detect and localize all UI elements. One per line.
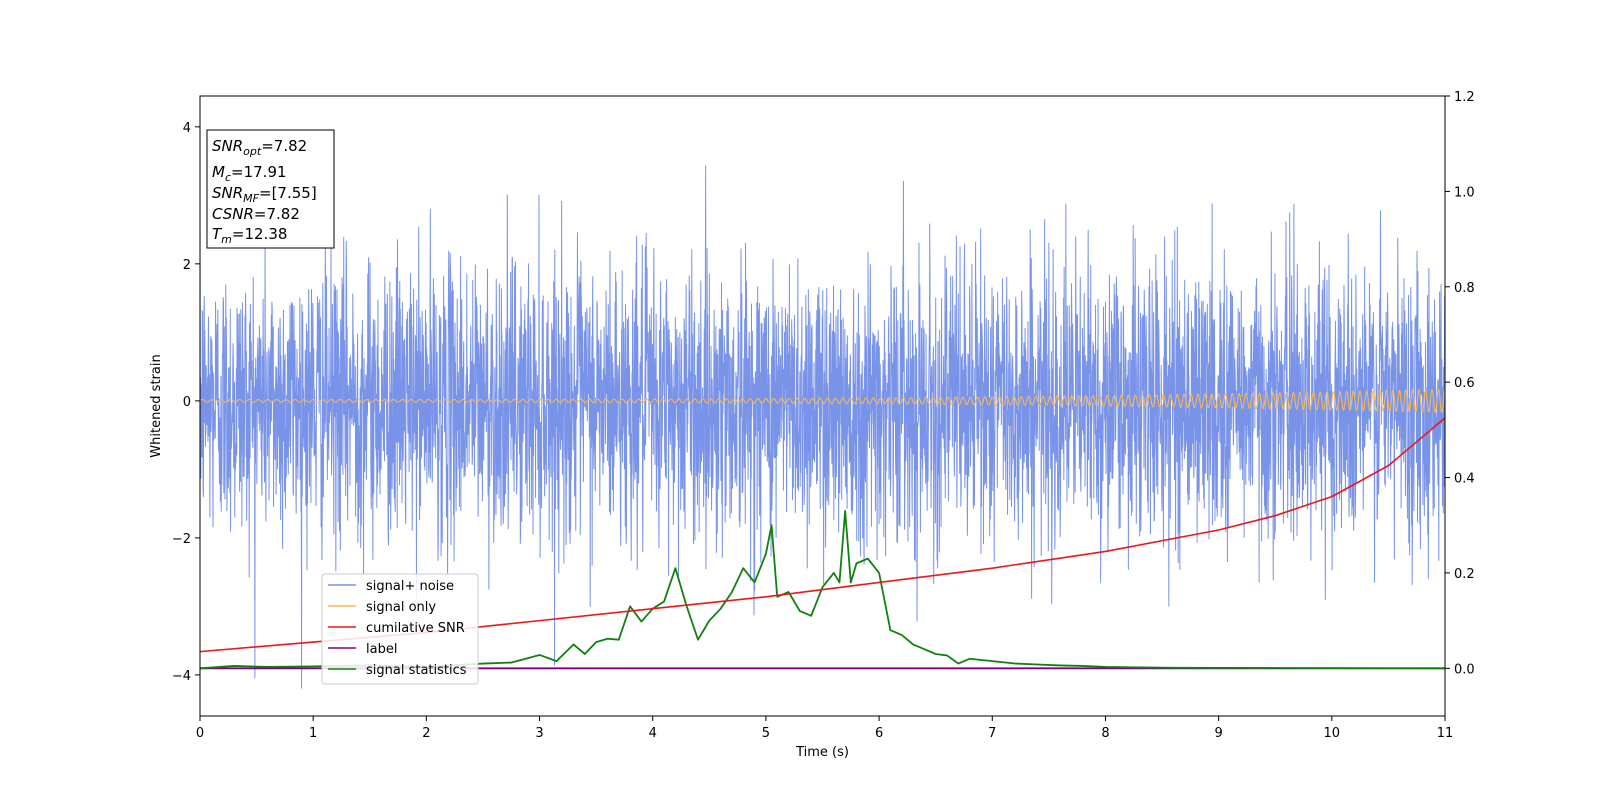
x-tick-label: 2 (422, 726, 430, 741)
y-axis-ticks: −4 −2 0 2 4 (172, 121, 200, 684)
annotation-csnr: CSNR=7.82 (212, 205, 300, 223)
signal-statistics-line (199, 510, 1446, 670)
y-axis-label: Whitened strain (149, 354, 164, 457)
plot-frame (199, 95, 1446, 717)
right-y-tick-label: 0.0 (1454, 662, 1475, 677)
x-tick-label: 8 (1101, 726, 1109, 741)
right-y-tick-label: 1.0 (1454, 185, 1475, 200)
legend-label-signal-noise: signal+ noise (366, 579, 454, 594)
legend-label-label: label (366, 642, 397, 657)
x-tick-label: 5 (762, 726, 770, 741)
x-axis-label: Time (s) (795, 745, 849, 760)
x-tick-label: 9 (1214, 726, 1222, 741)
legend-label-signal-only: signal only (366, 600, 436, 615)
legend-label-cumulative-snr: cumilative SNR (366, 621, 465, 636)
right-y-tick-label: 0.4 (1454, 472, 1475, 487)
y-tick-label: 2 (183, 258, 191, 273)
x-tick-label: 0 (196, 726, 204, 741)
annotation-snr-opt: SNRopt=7.82 (212, 137, 307, 158)
y-tick-label: −2 (172, 532, 191, 547)
annotation-mc: Mc=17.91 (212, 163, 287, 184)
x-tick-label: 6 (875, 726, 883, 741)
y-tick-label: 0 (183, 395, 191, 410)
x-tick-label: 7 (988, 726, 996, 741)
x-tick-label: 3 (535, 726, 543, 741)
signal-only-line (199, 388, 1446, 414)
right-y-tick-label: 1.2 (1454, 90, 1475, 105)
right-y-tick-label: 0.2 (1454, 567, 1475, 582)
x-axis-ticks: 0 1 2 3 4 5 6 7 8 9 10 11 (196, 716, 1453, 741)
annotation-tm: Tm=12.38 (212, 225, 287, 246)
annotation-box: SNRopt=7.82 Mc=17.91 SNRMF=[7.55] CSNR=7… (206, 129, 335, 249)
x-tick-label: 4 (649, 726, 657, 741)
y-tick-label: −4 (172, 669, 191, 684)
legend-frame (321, 573, 479, 685)
legend-label-signal-statistics: signal statistics (366, 663, 467, 678)
x-tick-label: 1 (309, 726, 317, 741)
right-y-tick-label: 0.8 (1454, 281, 1475, 296)
right-y-axis-ticks: 0.0 0.2 0.4 0.6 0.8 1.0 1.2 (1445, 90, 1475, 677)
annotation-frame (206, 129, 335, 249)
y-tick-label: 4 (183, 121, 191, 136)
right-y-tick-label: 0.6 (1454, 376, 1475, 391)
x-tick-label: 11 (1437, 726, 1454, 741)
legend: signal+ noise signal only cumilative SNR… (321, 573, 479, 685)
annotation-snr-mf: SNRMF=[7.55] (212, 184, 317, 205)
x-tick-label: 10 (1324, 726, 1341, 741)
